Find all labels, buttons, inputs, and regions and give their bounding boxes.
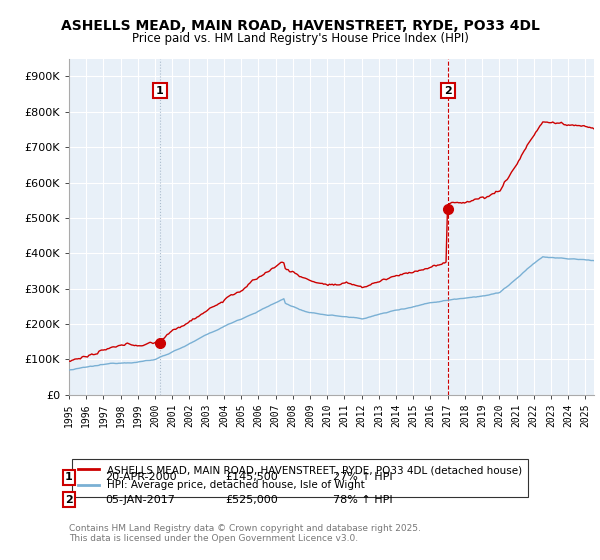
Text: 1: 1 xyxy=(156,86,164,96)
Legend: ASHELLS MEAD, MAIN ROAD, HAVENSTREET, RYDE, PO33 4DL (detached house), HPI: Aver: ASHELLS MEAD, MAIN ROAD, HAVENSTREET, RY… xyxy=(71,459,529,497)
Text: 27% ↑ HPI: 27% ↑ HPI xyxy=(333,472,392,482)
Text: 2: 2 xyxy=(444,86,452,96)
Text: 20-APR-2000: 20-APR-2000 xyxy=(105,472,176,482)
Text: Price paid vs. HM Land Registry's House Price Index (HPI): Price paid vs. HM Land Registry's House … xyxy=(131,32,469,45)
Text: £145,500: £145,500 xyxy=(225,472,278,482)
Text: £525,000: £525,000 xyxy=(225,494,278,505)
Text: ASHELLS MEAD, MAIN ROAD, HAVENSTREET, RYDE, PO33 4DL: ASHELLS MEAD, MAIN ROAD, HAVENSTREET, RY… xyxy=(61,19,539,33)
Text: 78% ↑ HPI: 78% ↑ HPI xyxy=(333,494,392,505)
Text: 1: 1 xyxy=(65,472,73,482)
Text: 05-JAN-2017: 05-JAN-2017 xyxy=(105,494,175,505)
Text: Contains HM Land Registry data © Crown copyright and database right 2025.
This d: Contains HM Land Registry data © Crown c… xyxy=(69,524,421,543)
Text: 2: 2 xyxy=(65,494,73,505)
